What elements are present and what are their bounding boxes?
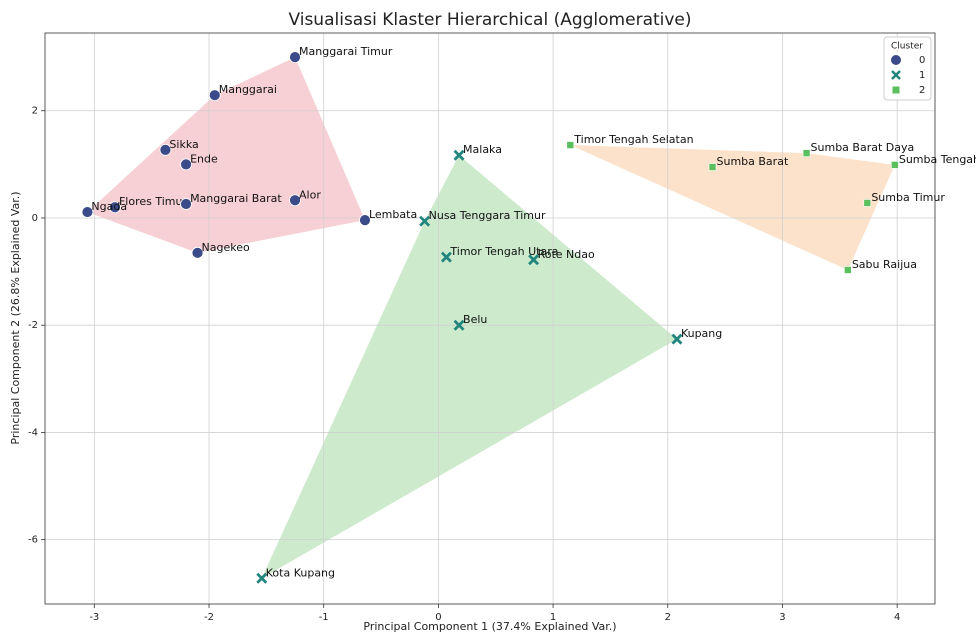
legend-label: 1 (919, 70, 925, 81)
point-label: Ende (190, 152, 218, 165)
point-label: Sumba Barat Daya (811, 141, 915, 154)
point-label: Manggarai (219, 83, 277, 96)
x-tick-label: 2 (665, 612, 671, 623)
point (289, 194, 301, 207)
y-tick-label: -4 (28, 427, 38, 438)
plot-frame (44, 32, 936, 605)
point (566, 141, 575, 149)
legend-label: 0 (919, 55, 925, 66)
point-label: Nagekeo (202, 241, 250, 254)
x-tick-label: 4 (894, 612, 900, 623)
point-label: Sumba Tengah (899, 153, 976, 166)
point-label: Ngada (91, 200, 127, 213)
legend: Cluster 0 1 2 (883, 36, 932, 101)
point-label: Sabu Raijua (852, 258, 917, 271)
point (180, 198, 192, 210)
point (844, 266, 852, 274)
point-label: Manggarai Barat (190, 192, 282, 205)
point (419, 215, 431, 227)
grid: -3 -2 -1 0 1 2 3 4 -6 -4 -2 0 2 (28, 32, 936, 623)
x-tick-label: 3 (779, 612, 785, 623)
point-label: Malaka (463, 143, 502, 156)
x-tick-label: 1 (550, 612, 556, 623)
point-label: Manggarai Timur (299, 45, 393, 58)
point (440, 251, 452, 263)
y-tick-label: -2 (28, 320, 38, 331)
point-label: Sumba Timur (871, 191, 945, 204)
legend-marker (892, 86, 900, 94)
point-label: Sikka (169, 138, 198, 151)
point (528, 254, 540, 266)
x-axis-label: Principal Component 1 (37.4% Explained V… (363, 620, 616, 633)
legend-box (883, 36, 932, 101)
legend-marker (891, 70, 901, 80)
y-tick-label: 0 (32, 213, 38, 224)
point-label: Sumba Barat (717, 155, 789, 168)
point (453, 319, 465, 331)
legend-label: 2 (919, 85, 925, 96)
x-tick-label: 0 (435, 612, 441, 623)
point-label: Alor (299, 188, 321, 201)
legend-title: Cluster (891, 42, 923, 52)
point (802, 149, 811, 157)
point (863, 199, 872, 207)
point-label: Flores Timur (119, 195, 188, 208)
y-axis-label: Principal Component 2 (26.8% Explained V… (9, 191, 22, 444)
point-label: Timor Tengah Utara (449, 245, 558, 258)
point (81, 206, 94, 218)
legend-marker (891, 55, 901, 65)
x-tick-label: -1 (319, 612, 329, 623)
point (256, 572, 268, 584)
point-label: Nusa Tenggara Timur (429, 209, 546, 222)
point-label: Rote Ndao (538, 248, 595, 261)
point (671, 333, 683, 345)
cluster-hull (261, 155, 677, 579)
legend-item: 1 (891, 70, 925, 81)
point (453, 149, 465, 161)
point (180, 158, 192, 171)
point (708, 163, 717, 171)
x-tick-label: -2 (204, 612, 214, 623)
point-label: Timor Tengah Selatan (573, 133, 693, 146)
point (289, 51, 301, 64)
point (109, 201, 121, 214)
point (359, 214, 371, 227)
legend-item: 0 (891, 55, 925, 66)
point-label: Kota Kupang (266, 566, 335, 579)
legend-item: 2 (892, 85, 925, 96)
chart-title: Visualisasi Klaster Hierarchical (Agglom… (288, 10, 691, 30)
y-tick-label: 2 (32, 106, 38, 117)
point-label: Kupang (681, 327, 722, 340)
x-tick-label: -3 (89, 612, 99, 623)
point-label: Belu (463, 313, 487, 326)
point (191, 246, 204, 259)
point (159, 143, 172, 156)
point (891, 161, 899, 169)
point (208, 89, 221, 102)
y-tick-label: -6 (28, 535, 38, 546)
hulls (87, 57, 895, 579)
point-label: Lembata (369, 208, 417, 221)
cluster-hull (570, 145, 895, 270)
